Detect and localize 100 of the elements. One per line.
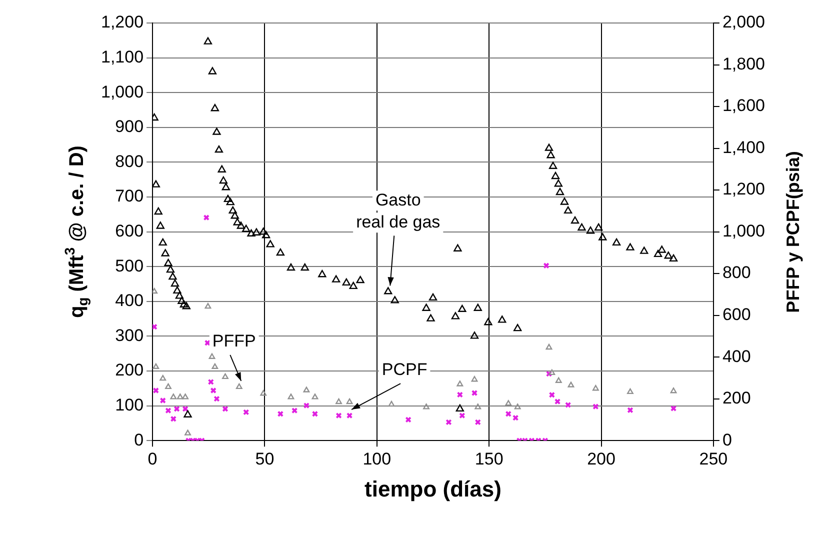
point — [288, 394, 294, 400]
y2-tick-label: 1,000 — [722, 221, 766, 240]
y-axis-title: qg (Mft3 @ c.e. / D) — [61, 146, 90, 318]
point — [543, 262, 550, 269]
series-label: PCPF — [382, 360, 428, 380]
point — [170, 394, 177, 400]
point — [277, 410, 284, 417]
point — [627, 406, 634, 414]
point — [568, 382, 574, 388]
y-tick-label: 700 — [115, 186, 144, 206]
point — [165, 383, 172, 390]
point — [222, 373, 228, 380]
point — [152, 387, 160, 394]
point — [564, 402, 572, 408]
point — [160, 397, 166, 404]
series-label: PFFP — [212, 332, 256, 351]
y-tick-label: 100 — [115, 395, 144, 414]
y-tick-label: 300 — [115, 326, 144, 345]
point — [555, 377, 562, 383]
point — [548, 392, 556, 398]
point — [459, 412, 466, 419]
point — [208, 353, 216, 359]
y2-tick-label: 2,000 — [722, 12, 766, 32]
point — [204, 302, 212, 309]
y-tick-label: 1,000 — [100, 82, 144, 102]
y2-tick-label: 1,600 — [722, 96, 766, 116]
y2-tick-label: 600 — [722, 305, 751, 324]
y-tick-label: 200 — [115, 360, 144, 380]
point — [336, 412, 342, 419]
point — [182, 406, 188, 412]
point — [627, 388, 634, 394]
point — [160, 374, 166, 381]
point — [474, 404, 482, 410]
point — [670, 388, 677, 394]
y-tick-label: 400 — [115, 291, 144, 310]
x-tick-label: 100 — [362, 449, 392, 468]
point — [291, 407, 298, 414]
y2-tick-label: 800 — [722, 263, 751, 282]
point — [446, 419, 452, 426]
y-tick-label: 500 — [115, 256, 144, 276]
point — [471, 390, 478, 396]
point — [554, 398, 561, 405]
x-tick-label: 50 — [255, 449, 274, 468]
y-tick-label: 900 — [115, 117, 144, 136]
point — [405, 416, 412, 423]
point — [546, 370, 552, 377]
y-tick-label: 1,100 — [100, 47, 144, 66]
point — [346, 412, 353, 419]
point — [592, 385, 599, 391]
point — [303, 402, 310, 409]
point — [222, 406, 228, 412]
x-axis-title: tiempo (días) — [364, 476, 502, 502]
point — [312, 394, 318, 400]
x-tick-label: 200 — [587, 449, 616, 468]
point — [242, 409, 250, 416]
x-tick-label: 250 — [699, 449, 728, 468]
y-tick-label: 1,200 — [100, 12, 144, 32]
point — [176, 394, 184, 400]
y-tick-label: 600 — [115, 221, 144, 240]
point — [423, 404, 430, 410]
point — [210, 387, 216, 394]
point — [303, 386, 310, 392]
point — [203, 214, 210, 221]
point — [456, 392, 464, 398]
y2-axis-title: PFFP y PCPF(psia) — [782, 151, 803, 313]
point — [388, 400, 395, 407]
point — [456, 380, 464, 386]
series-label: Gasto real de gas — [356, 190, 440, 232]
point — [592, 403, 599, 410]
point — [208, 378, 214, 386]
y2-tick-label: 400 — [722, 346, 751, 366]
point — [505, 410, 512, 417]
y-tick-label: 800 — [115, 152, 144, 171]
point — [182, 394, 188, 400]
point — [336, 398, 342, 404]
point — [212, 363, 218, 369]
y2-tick-label: 1,400 — [722, 138, 766, 157]
point — [184, 430, 191, 436]
point — [546, 344, 552, 350]
point — [260, 390, 267, 396]
point — [152, 288, 158, 294]
y-tick-label: 0 — [134, 430, 144, 450]
point — [214, 396, 220, 402]
point — [514, 404, 521, 410]
point — [170, 416, 177, 422]
y2-tick-label: 0 — [722, 430, 732, 450]
point — [512, 414, 519, 421]
point — [312, 410, 318, 417]
point — [548, 369, 556, 376]
point — [152, 363, 160, 369]
y2-tick-label: 1,800 — [722, 54, 766, 74]
point — [474, 419, 481, 426]
point — [471, 376, 478, 382]
point — [505, 400, 512, 406]
point — [165, 407, 172, 414]
point — [670, 405, 677, 412]
x-tick-label: 0 — [148, 449, 158, 468]
y2-tick-label: 1,200 — [722, 180, 766, 199]
point — [236, 383, 242, 390]
x-tick-label: 150 — [474, 449, 504, 468]
